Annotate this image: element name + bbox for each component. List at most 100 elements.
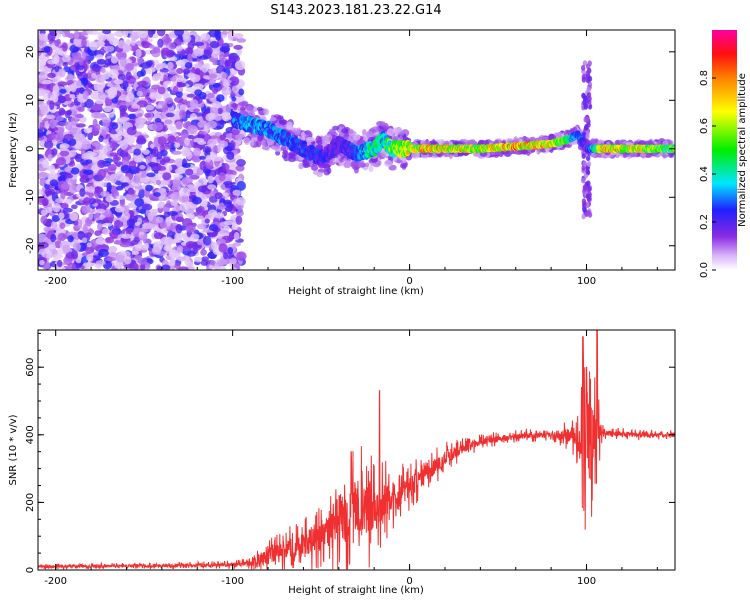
noise-blob bbox=[149, 44, 155, 49]
noise-blob bbox=[193, 147, 201, 157]
noise-blob bbox=[106, 35, 115, 42]
noise-blob bbox=[115, 185, 124, 191]
noise-blob bbox=[214, 192, 223, 200]
noise-blob bbox=[98, 84, 105, 93]
noise-blob bbox=[175, 223, 183, 234]
noise-blob bbox=[155, 179, 162, 186]
noise-blob bbox=[156, 165, 167, 171]
noise-blob bbox=[227, 170, 237, 176]
noise-blob bbox=[49, 179, 58, 187]
noise-blob bbox=[71, 204, 78, 210]
noise-blob bbox=[127, 189, 136, 195]
noise-blob bbox=[103, 105, 113, 113]
noise-blob bbox=[201, 63, 209, 73]
noise-blob bbox=[49, 118, 57, 129]
halo-blob bbox=[401, 162, 408, 169]
noise-blob bbox=[178, 195, 189, 203]
halo-blob bbox=[347, 128, 354, 135]
noise-blob bbox=[233, 44, 243, 50]
noise-blob bbox=[95, 99, 105, 105]
noise-blob bbox=[107, 163, 117, 172]
noise-blob bbox=[126, 126, 137, 136]
noise-blob bbox=[223, 79, 229, 88]
noise-blob bbox=[102, 228, 110, 235]
noise-blob bbox=[231, 96, 237, 102]
noise-blob bbox=[147, 212, 154, 222]
noise-blob bbox=[149, 91, 158, 100]
noise-blob bbox=[167, 211, 179, 216]
noise-blob bbox=[134, 167, 141, 174]
halo-blob bbox=[368, 165, 374, 172]
noise-blob bbox=[65, 174, 74, 179]
noise-blob bbox=[57, 81, 68, 86]
noise-blob bbox=[89, 40, 97, 47]
noise-blob bbox=[86, 254, 94, 262]
noise-blob bbox=[91, 111, 102, 119]
noise-blob bbox=[67, 262, 77, 270]
noise-blob bbox=[175, 59, 185, 67]
noise-blob bbox=[105, 195, 115, 203]
noise-blob bbox=[70, 83, 77, 93]
halo-blob bbox=[384, 159, 393, 167]
noise-blob bbox=[222, 112, 229, 121]
noise-blob bbox=[108, 246, 118, 253]
noise-blob bbox=[57, 232, 67, 242]
noise-blob bbox=[82, 197, 91, 206]
halo-blob bbox=[339, 157, 344, 163]
noise-blob bbox=[222, 199, 233, 205]
halo-blob bbox=[311, 165, 319, 171]
halo-blob bbox=[639, 152, 647, 158]
noise-blob bbox=[143, 242, 150, 250]
noise-blob bbox=[169, 249, 179, 259]
noise-blob bbox=[229, 257, 237, 265]
noise-blob bbox=[169, 42, 176, 50]
noise-blob bbox=[174, 167, 186, 175]
noise-blob bbox=[51, 57, 59, 65]
noise-blob bbox=[38, 172, 50, 178]
noise-blob bbox=[221, 42, 230, 52]
noise-blob bbox=[193, 83, 204, 90]
noise-blob bbox=[153, 192, 161, 198]
noise-blob bbox=[108, 90, 117, 98]
halo-blob bbox=[263, 108, 270, 116]
noise-blob bbox=[185, 213, 195, 218]
noise-blob bbox=[199, 155, 207, 160]
notch-blob bbox=[582, 206, 587, 213]
noise-blob bbox=[95, 208, 106, 214]
halo-blob bbox=[364, 162, 370, 168]
noise-blob bbox=[234, 60, 246, 71]
noise-blob bbox=[84, 246, 95, 254]
noise-blob bbox=[162, 156, 171, 163]
noise-blob bbox=[141, 203, 153, 211]
noise-blob bbox=[174, 30, 184, 37]
notch-blob bbox=[581, 152, 586, 159]
noise-blob bbox=[208, 73, 218, 79]
noise-blob bbox=[193, 48, 205, 57]
noise-blob bbox=[218, 172, 226, 182]
noise-blob bbox=[186, 250, 196, 257]
noise-blob bbox=[72, 242, 81, 252]
noise-blob bbox=[81, 38, 87, 48]
noise-blob bbox=[40, 108, 49, 116]
noise-blob bbox=[39, 178, 46, 187]
noise-blob bbox=[104, 58, 112, 66]
noise-blob bbox=[162, 172, 172, 181]
notch-blob bbox=[585, 70, 590, 77]
noise-blob bbox=[175, 45, 183, 52]
halo-blob bbox=[398, 131, 405, 136]
noise-blob bbox=[185, 224, 196, 233]
noise-blob bbox=[181, 146, 191, 157]
notch-blob bbox=[587, 60, 592, 67]
noise-blob bbox=[191, 196, 202, 205]
noise-blob bbox=[232, 242, 242, 247]
noise-blob bbox=[206, 120, 218, 129]
halo-blob bbox=[324, 133, 333, 142]
halo-blob bbox=[233, 103, 238, 111]
noise-blob bbox=[58, 68, 66, 78]
noise-blob bbox=[211, 241, 218, 250]
noise-blob bbox=[128, 160, 137, 169]
halo-blob bbox=[282, 150, 289, 155]
noise-blob bbox=[223, 252, 229, 260]
notch-blob bbox=[581, 76, 587, 83]
